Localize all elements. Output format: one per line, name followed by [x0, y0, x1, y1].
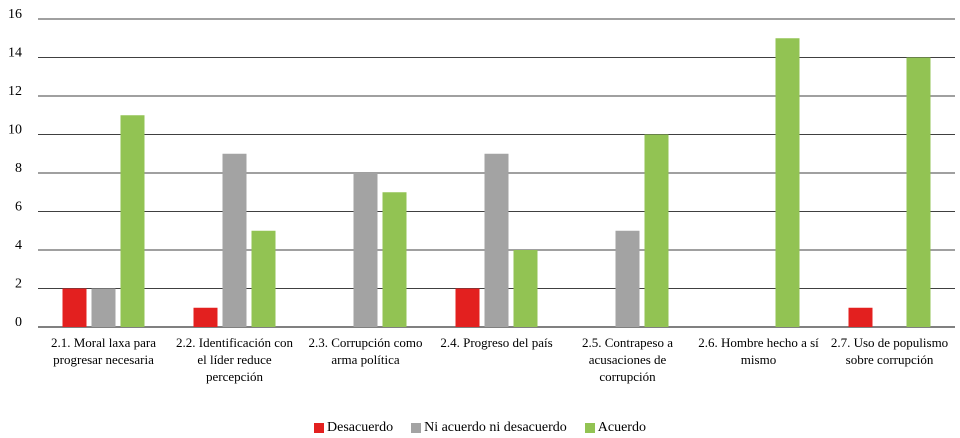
bar: [222, 153, 247, 327]
bar: [513, 250, 538, 327]
x-tick-label: 2.3. Corrupción como arma política: [308, 335, 423, 367]
legend: Desacuerdo Ni acuerdo ni desacuerdo Acuerd…: [0, 420, 960, 436]
bar: [62, 288, 87, 327]
legend-item: Desacuerdo: [314, 420, 393, 436]
bar: [353, 173, 378, 327]
x-tick-label: 2.7. Uso de populismo sobre corrupción: [830, 335, 949, 367]
bar: [484, 153, 509, 327]
legend-swatch: [411, 423, 422, 433]
bar: [91, 288, 116, 327]
legend-swatch: [584, 423, 595, 433]
bar: [644, 134, 669, 327]
y-tick-label: 14: [8, 46, 22, 61]
y-tick-label: 8: [15, 161, 22, 176]
x-tick-label: 2.5. Contrapeso a acusaciones de corrupc…: [582, 335, 673, 384]
bar: [120, 115, 145, 327]
legend-label: Ni acuerdo ni desacuerdo: [424, 420, 567, 435]
bar: [251, 230, 276, 327]
bar: [615, 230, 640, 327]
x-tick-label: 2.2. Identificación con el líder reduce …: [176, 335, 293, 384]
legend-item: Acuerdo: [584, 420, 646, 436]
legend-item: Ni acuerdo ni desacuerdo: [411, 420, 567, 436]
bar: [193, 307, 218, 327]
x-tick-label: 2.1. Moral laxa para progresar necesaria: [50, 335, 157, 367]
y-tick-label: 2: [15, 277, 22, 292]
y-tick-label: 10: [8, 123, 22, 138]
legend-label: Desacuerdo: [327, 420, 394, 435]
x-tick-label: 2.4. Progreso del país: [440, 335, 553, 350]
y-tick-label: 12: [8, 84, 22, 99]
bar: [775, 38, 800, 327]
y-tick-label: 16: [8, 7, 22, 22]
bar: [848, 307, 873, 327]
legend-swatch: [314, 423, 325, 433]
y-tick-label: 4: [15, 238, 22, 253]
y-tick-label: 6: [15, 200, 22, 215]
bar: [906, 57, 931, 327]
bar: [382, 192, 407, 327]
bar: [455, 288, 480, 327]
x-tick-label: 2.6. Hombre hecho a sí mismo: [698, 335, 819, 367]
y-tick-label: 0: [15, 315, 22, 330]
legend-label: Acuerdo: [597, 420, 646, 435]
